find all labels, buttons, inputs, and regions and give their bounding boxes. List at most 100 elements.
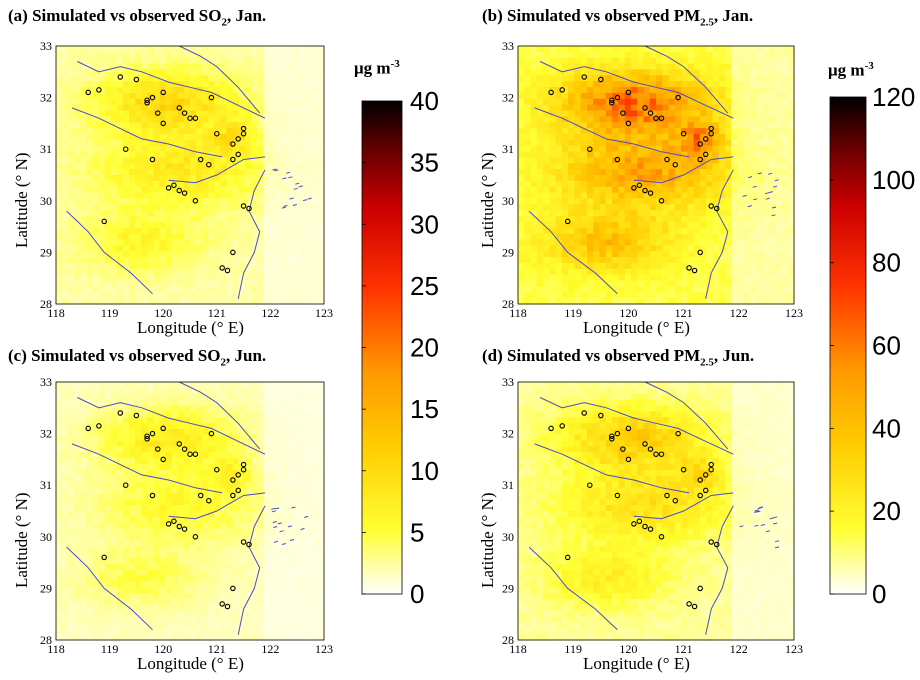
station-marker: [240, 130, 247, 137]
station-marker: [697, 477, 703, 483]
station-marker: [176, 523, 183, 530]
station-marker: [636, 518, 643, 525]
island-mark: [752, 185, 757, 188]
station-marker: [609, 97, 615, 103]
pm25-unit-text: μg m: [828, 60, 865, 80]
island-mark: [753, 510, 759, 513]
panel-a-boundaries: [66, 45, 312, 299]
island-mark: [754, 524, 759, 527]
island-mark: [273, 526, 278, 528]
panel-c-map: 118 119 120 121 122 123 28 29 30 31 32 33: [40, 375, 333, 656]
station-marker: [246, 541, 252, 548]
station-marker: [658, 534, 665, 540]
island-mark: [300, 528, 305, 530]
panel-d-title-sub: 2.5: [700, 356, 714, 369]
y-tick-label: 30: [502, 530, 514, 544]
colorbar-tick-label: 40: [410, 86, 439, 116]
station-marker: [658, 115, 665, 121]
island-mark: [769, 517, 774, 520]
island-mark: [765, 197, 770, 200]
island-mark: [291, 506, 296, 509]
station-marker: [675, 94, 681, 101]
island-mark: [298, 185, 303, 188]
station-marker: [192, 534, 199, 540]
panel-c-title-sub: 2: [220, 356, 227, 369]
panel-a-stations: [85, 74, 252, 274]
y-tick-label: 31: [40, 142, 52, 156]
colorbar-tick-label: 0: [872, 579, 886, 609]
station-marker: [235, 487, 241, 494]
station-marker: [713, 205, 720, 212]
x-tick-label: 118: [47, 306, 65, 320]
boundary-line: [633, 156, 734, 184]
station-marker: [155, 110, 161, 116]
island-mark: [747, 205, 752, 208]
colorbar-tick-label: 20: [410, 333, 439, 363]
panel-d-map: 118 119 120 121 122 123 28 29 30 31 32 33: [502, 375, 803, 656]
station-marker: [625, 120, 632, 127]
station-marker: [149, 94, 156, 101]
panel-a-map: 118 119 120 121 122 123 28 29 30 31 32 33: [40, 39, 333, 320]
panel-a-title: (a) Simulated vs observed SO2, Jan.: [8, 6, 266, 28]
station-marker: [144, 100, 150, 106]
station-marker: [708, 125, 714, 132]
panel-c-title-text: (c) Simulated vs observed SO: [8, 346, 221, 365]
boundary-line: [534, 443, 690, 494]
station-marker: [625, 456, 632, 463]
x-tick-label: 120: [619, 642, 637, 656]
island-mark: [281, 543, 287, 545]
station-marker: [181, 446, 188, 452]
station-marker: [598, 412, 604, 419]
station-marker: [176, 441, 183, 447]
station-marker: [672, 161, 679, 168]
station-marker: [149, 156, 156, 163]
y-tick-label: 28: [502, 297, 514, 311]
boundary-line: [237, 505, 266, 635]
station-marker: [708, 203, 714, 209]
panel-c-boundaries: [66, 381, 309, 635]
pm25-colorbar-unit: μg m-3: [828, 60, 874, 81]
station-marker: [206, 497, 212, 504]
station-marker: [697, 585, 703, 592]
island-mark: [774, 179, 779, 182]
x-tick-label: 123: [315, 306, 333, 320]
panel-c-ticks: 118 119 120 121 122 123 28 29 30 31 32 33: [40, 375, 333, 656]
station-marker: [160, 425, 166, 432]
panel-d-xlabel: Longitude (° E): [583, 654, 690, 673]
station-marker: [240, 461, 247, 468]
station-marker: [230, 585, 236, 592]
station-marker: [686, 601, 692, 607]
station-marker: [181, 190, 188, 196]
boundary-line: [705, 505, 734, 635]
boundary-line: [237, 169, 266, 299]
boundary-line: [644, 381, 729, 450]
island-mark: [275, 507, 280, 510]
station-marker: [144, 436, 150, 442]
station-marker: [208, 430, 215, 437]
station-marker: [214, 130, 220, 137]
station-marker: [581, 410, 587, 416]
station-marker: [559, 87, 565, 93]
boundary-line: [66, 210, 153, 295]
colorbar-tick-label: 0: [410, 579, 424, 609]
station-marker: [708, 130, 714, 137]
colorbar-tick-label: 5: [410, 517, 424, 547]
station-marker: [165, 185, 172, 191]
boundary-line: [77, 61, 266, 119]
station-marker: [658, 451, 665, 457]
station-marker: [235, 472, 241, 478]
panel-b-heat-field: [518, 46, 795, 305]
y-tick-label: 29: [502, 581, 514, 595]
station-marker: [219, 265, 225, 271]
island-mark: [283, 205, 288, 207]
station-marker: [708, 539, 714, 545]
station-marker: [149, 430, 156, 437]
island-mark: [765, 530, 771, 533]
colorbar-tick-label: 15: [410, 394, 439, 424]
station-marker: [697, 249, 703, 256]
station-marker: [564, 218, 571, 225]
station-marker: [642, 441, 648, 447]
boundary-line: [528, 546, 618, 631]
station-marker: [176, 187, 183, 194]
x-tick-label: 119: [564, 306, 582, 320]
